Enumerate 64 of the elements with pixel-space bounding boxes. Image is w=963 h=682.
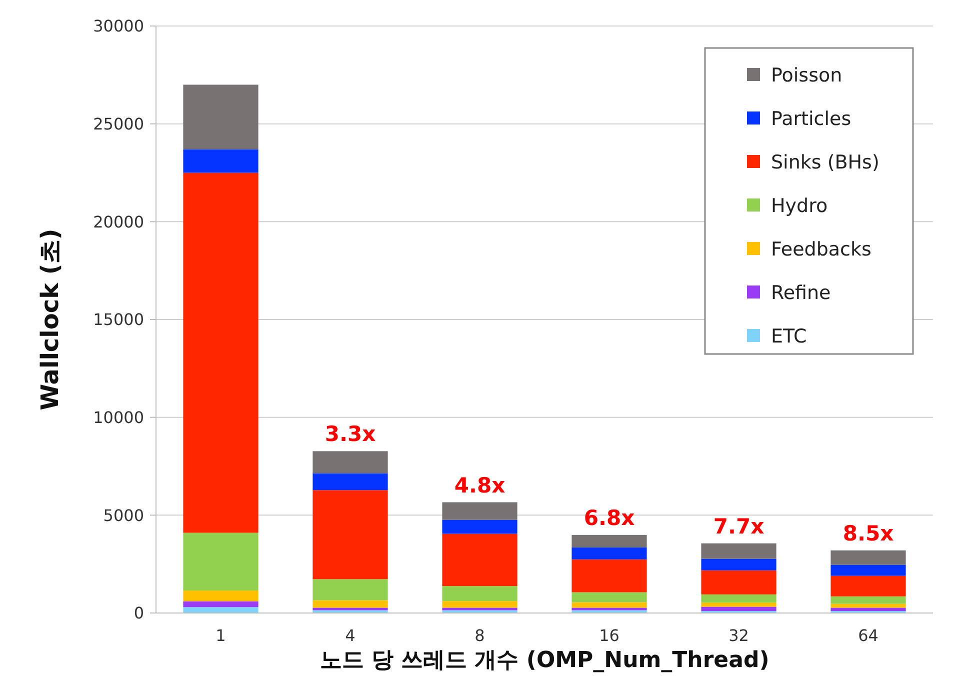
bar <box>701 543 776 559</box>
x-axis-title: 노드 당 쓰레드 개수 (OMP_Num_Thread) <box>320 648 770 673</box>
bar <box>183 532 258 590</box>
bar <box>572 592 647 602</box>
bar <box>701 570 776 594</box>
bar <box>572 602 647 608</box>
annotation: 6.8x <box>584 506 636 530</box>
bar <box>701 606 776 612</box>
bar <box>442 534 518 586</box>
bar <box>183 172 258 533</box>
x-tick-label: 64 <box>858 626 878 645</box>
bar <box>830 596 906 604</box>
annotation: 4.8x <box>454 473 506 498</box>
legend-label: ETC <box>771 326 807 348</box>
x-tick-label: 8 <box>474 626 485 645</box>
legend-label: Feedbacks <box>771 238 872 261</box>
annotation: 8.5x <box>842 521 894 546</box>
bar <box>442 586 518 602</box>
bar <box>830 608 906 612</box>
legend-label: Hydro <box>771 195 828 218</box>
bar <box>572 547 647 560</box>
bar <box>701 602 776 607</box>
y-tick-label: 20000 <box>93 212 144 232</box>
y-tick-label: 30000 <box>93 16 144 36</box>
bar <box>442 601 518 608</box>
bar <box>183 590 258 602</box>
bar <box>312 600 388 608</box>
bar <box>312 490 388 580</box>
bar <box>312 579 388 600</box>
bar <box>442 520 518 534</box>
bar <box>830 550 906 565</box>
y-tick-label: 25000 <box>93 114 144 134</box>
bar <box>442 608 518 610</box>
bar <box>183 607 258 613</box>
legend-label: Refine <box>771 282 831 304</box>
y-tick-label: 10000 <box>93 408 144 427</box>
bar <box>183 601 258 608</box>
bar <box>183 84 258 150</box>
bar <box>312 473 388 490</box>
bar <box>572 534 647 548</box>
bar <box>830 564 906 576</box>
bar <box>312 451 388 474</box>
y-tick-label: 15000 <box>93 310 144 330</box>
legend-label: Sinks (BHs) <box>771 152 880 174</box>
annotation: 3.3x <box>324 422 376 446</box>
y-axis-title: Wallclock (초) <box>36 228 64 410</box>
legend-label: Poisson <box>771 64 842 87</box>
y-tick-label: 5000 <box>103 506 144 525</box>
bar <box>312 608 388 610</box>
legend-label: Particles <box>771 108 852 130</box>
bar <box>701 558 776 570</box>
bar <box>572 608 647 610</box>
annotation: 7.7x <box>713 514 765 538</box>
x-tick-label: 4 <box>345 626 356 645</box>
x-tick-label: 32 <box>728 626 749 645</box>
y-tick-label: 0 <box>134 604 144 623</box>
bar <box>572 559 647 592</box>
bar <box>183 149 258 173</box>
x-tick-label: 1 <box>216 626 226 645</box>
bar <box>830 576 906 596</box>
bar <box>830 604 906 608</box>
bar <box>442 502 518 520</box>
x-tick-label: 16 <box>599 626 620 645</box>
bar <box>701 594 776 603</box>
